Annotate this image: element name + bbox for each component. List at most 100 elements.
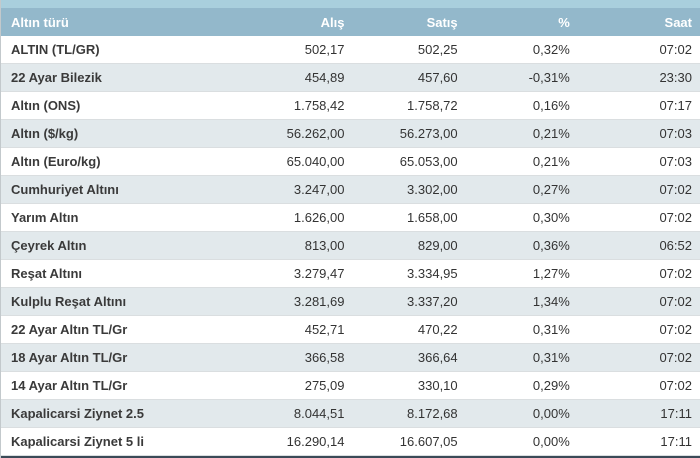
cell-buy-price: 366,58: [216, 343, 354, 372]
gold-rates-table: Altın türü Alış Satış % Saat ALTIN (TL/G…: [1, 8, 700, 456]
cell-time: 07:02: [578, 203, 700, 232]
col-header-sell: Satış: [353, 8, 467, 36]
table-row: Çeyrek Altın 813,00 829,00 0,36% 06:52: [1, 231, 700, 260]
header-row: Altın türü Alış Satış % Saat: [1, 8, 700, 36]
table-row: Altın (ONS) 1.758,42 1.758,72 0,16% 07:17: [1, 91, 700, 120]
cell-gold-type: Cumhuriyet Altını: [1, 175, 217, 204]
cell-time: 07:02: [578, 287, 700, 316]
cell-sell-price: 56.273,00: [353, 119, 467, 148]
table-row: Cumhuriyet Altını 3.247,00 3.302,00 0,27% 07…: [1, 175, 700, 204]
cell-sell-price: 470,22: [353, 315, 467, 344]
cell-time: 07:02: [578, 315, 700, 344]
table-row: Reşat Altını 3.279,47 3.334,95 1,27% 07:02: [1, 259, 700, 288]
cell-buy-price: 452,71: [216, 315, 354, 344]
cell-buy-price: 3.279,47: [216, 259, 354, 288]
cell-change-percent: 0,00%: [466, 399, 579, 428]
cell-buy-price: 3.247,00: [216, 175, 354, 204]
cell-buy-price: 65.040,00: [216, 147, 354, 176]
table-header: Altın türü Alış Satış % Saat: [1, 8, 700, 36]
cell-sell-price: 457,60: [353, 63, 467, 92]
table-row: Kulplu Reşat Altını 3.281,69 3.337,20 1,34%…: [1, 287, 700, 316]
cell-change-percent: 0,00%: [466, 427, 579, 456]
table-row: 18 Ayar Altın TL/Gr 366,58 366,64 0,31% 07:0…: [1, 343, 700, 372]
cell-buy-price: 3.281,69: [216, 287, 354, 316]
col-header-time: Saat: [578, 8, 700, 36]
table-row: Altın ($/kg) 56.262,00 56.273,00 0,21% 07:03: [1, 119, 700, 148]
cell-gold-type: 18 Ayar Altın TL/Gr: [1, 343, 217, 372]
cell-gold-type: Reşat Altını: [1, 259, 217, 288]
cell-time: 07:17: [578, 91, 700, 120]
cell-buy-price: 1.626,00: [216, 203, 354, 232]
cell-gold-type: Altın ($/kg): [1, 119, 217, 148]
cell-sell-price: 1.658,00: [353, 203, 467, 232]
cell-buy-price: 275,09: [216, 371, 354, 400]
col-header-buy: Alış: [216, 8, 354, 36]
cell-sell-price: 3.302,00: [353, 175, 467, 204]
cell-sell-price: 829,00: [353, 231, 467, 260]
cell-time: 17:11: [578, 427, 700, 456]
cell-change-percent: 0,16%: [466, 91, 579, 120]
cell-buy-price: 16.290,14: [216, 427, 354, 456]
cell-gold-type: Altın (Euro/kg): [1, 147, 217, 176]
cell-change-percent: 0,21%: [466, 147, 579, 176]
cell-gold-type: Kapalicarsi Ziynet 2.5: [1, 399, 217, 428]
cell-gold-type: Çeyrek Altın: [1, 231, 217, 260]
cell-change-percent: 1,27%: [466, 259, 579, 288]
cell-change-percent: 0,36%: [466, 231, 579, 260]
cell-time: 07:02: [578, 259, 700, 288]
cell-buy-price: 502,17: [216, 36, 354, 64]
top-accent-strip: [1, 0, 700, 8]
cell-sell-price: 65.053,00: [353, 147, 467, 176]
cell-time: 07:02: [578, 371, 700, 400]
cell-buy-price: 1.758,42: [216, 91, 354, 120]
cell-buy-price: 813,00: [216, 231, 354, 260]
cell-gold-type: Kulplu Reşat Altını: [1, 287, 217, 316]
table-row: 14 Ayar Altın TL/Gr 275,09 330,10 0,29% 07:0…: [1, 371, 700, 400]
cell-sell-price: 330,10: [353, 371, 467, 400]
cell-change-percent: 0,30%: [466, 203, 579, 232]
cell-change-percent: 0,31%: [466, 343, 579, 372]
cell-time: 07:02: [578, 343, 700, 372]
cell-time: 06:52: [578, 231, 700, 260]
table-row: ALTIN (TL/GR) 502,17 502,25 0,32% 07:02: [1, 36, 700, 64]
table-row: 22 Ayar Altın TL/Gr 452,71 470,22 0,31% 07:0…: [1, 315, 700, 344]
cell-time: 07:02: [578, 36, 700, 64]
cell-change-percent: 0,32%: [466, 36, 579, 64]
cell-gold-type: 22 Ayar Bilezik: [1, 63, 217, 92]
cell-change-percent: 0,21%: [466, 119, 579, 148]
table-body: ALTIN (TL/GR) 502,17 502,25 0,32% 07:02 22 Ay…: [1, 36, 700, 456]
table-row: Kapalicarsi Ziynet 2.5 8.044,51 8.172,68 0,…: [1, 399, 700, 428]
cell-sell-price: 3.337,20: [353, 287, 467, 316]
cell-buy-price: 56.262,00: [216, 119, 354, 148]
cell-gold-type: Altın (ONS): [1, 91, 217, 120]
cell-sell-price: 1.758,72: [353, 91, 467, 120]
cell-change-percent: 1,34%: [466, 287, 579, 316]
table-row: Kapalicarsi Ziynet 5 li 16.290,14 16.607,0…: [1, 427, 700, 456]
table-row: Altın (Euro/kg) 65.040,00 65.053,00 0,21% 07…: [1, 147, 700, 176]
table-row: 22 Ayar Bilezik 454,89 457,60 -0,31% 23:30: [1, 63, 700, 92]
bottom-border-bar: [1, 456, 700, 458]
cell-gold-type: ALTIN (TL/GR): [1, 36, 217, 64]
cell-time: 07:02: [578, 175, 700, 204]
cell-sell-price: 366,64: [353, 343, 467, 372]
cell-sell-price: 8.172,68: [353, 399, 467, 428]
cell-change-percent: -0,31%: [466, 63, 579, 92]
table-row: Yarım Altın 1.626,00 1.658,00 0,30% 07:02: [1, 203, 700, 232]
cell-gold-type: Kapalicarsi Ziynet 5 li: [1, 427, 217, 456]
cell-change-percent: 0,31%: [466, 315, 579, 344]
cell-time: 17:11: [578, 399, 700, 428]
cell-time: 07:03: [578, 147, 700, 176]
cell-time: 07:03: [578, 119, 700, 148]
cell-gold-type: 22 Ayar Altın TL/Gr: [1, 315, 217, 344]
cell-sell-price: 502,25: [353, 36, 467, 64]
cell-sell-price: 3.334,95: [353, 259, 467, 288]
cell-sell-price: 16.607,05: [353, 427, 467, 456]
cell-change-percent: 0,27%: [466, 175, 579, 204]
cell-gold-type: 14 Ayar Altın TL/Gr: [1, 371, 217, 400]
cell-gold-type: Yarım Altın: [1, 203, 217, 232]
cell-buy-price: 454,89: [216, 63, 354, 92]
cell-time: 23:30: [578, 63, 700, 92]
cell-buy-price: 8.044,51: [216, 399, 354, 428]
col-header-gold-type: Altın türü: [1, 8, 217, 36]
